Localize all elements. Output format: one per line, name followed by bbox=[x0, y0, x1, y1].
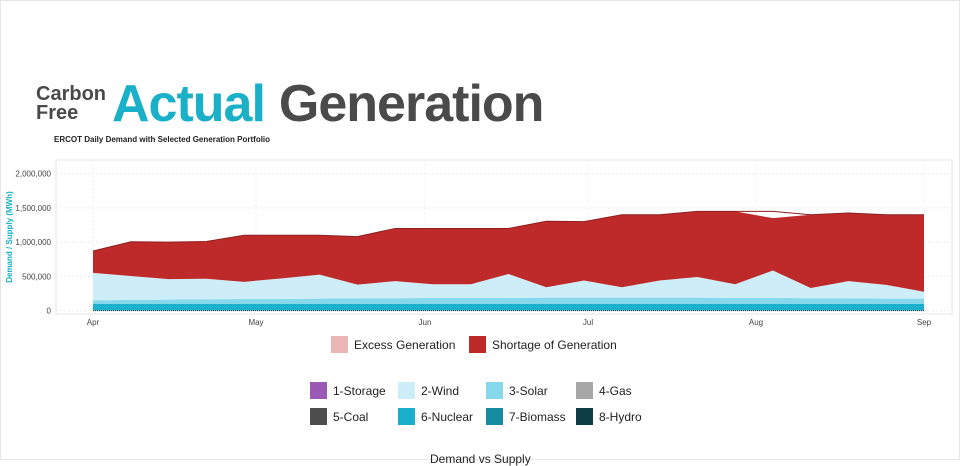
legend-item-hydro: 8-Hydro bbox=[576, 408, 642, 425]
legend-swatch-storage bbox=[310, 382, 327, 399]
legend-swatch-wind bbox=[398, 382, 415, 399]
series-area-2-wind bbox=[93, 270, 924, 301]
legend-swatch-excess bbox=[331, 336, 348, 353]
legend-swatch-coal bbox=[310, 408, 327, 425]
legend-label-storage: 1-Storage bbox=[333, 383, 386, 398]
legend-swatch-solar bbox=[486, 382, 503, 399]
legend-swatch-gas bbox=[576, 382, 593, 399]
legend-label-coal: 5-Coal bbox=[333, 409, 369, 424]
x-tick-label: May bbox=[248, 318, 263, 327]
legend-item-excess: Excess Generation bbox=[331, 336, 455, 353]
legend-label-shortage: Shortage of Generation bbox=[492, 337, 617, 352]
brand-carbon-free: Carbon Free bbox=[36, 83, 106, 124]
legend-item-storage: 1-Storage bbox=[310, 382, 386, 399]
y-tick-label: 0 bbox=[47, 307, 52, 316]
legend-swatch-nuclear bbox=[398, 408, 415, 425]
y-tick-label: 2,000,000 bbox=[15, 170, 51, 179]
brand-generation: Generation bbox=[278, 75, 544, 133]
legend-label-nuclear: 6-Nuclear bbox=[421, 409, 474, 424]
x-tick-label: Aug bbox=[749, 318, 763, 327]
y-tick-label: 1,500,000 bbox=[15, 204, 51, 213]
brand-free: Free bbox=[36, 102, 79, 124]
brand-logo: Carbon Free Actual Generation bbox=[36, 74, 544, 134]
legend-item-wind: 2-Wind bbox=[398, 382, 459, 399]
legend-swatch-hydro bbox=[576, 408, 593, 425]
legend-item-shortage: Shortage of Generation bbox=[469, 336, 617, 353]
x-tick-label: Sep bbox=[917, 318, 932, 327]
demand-line bbox=[92, 210, 924, 252]
series-area-3-solar bbox=[93, 297, 924, 304]
series-area-shortage-of-generation bbox=[93, 211, 924, 292]
legend-item-solar: 3-Solar bbox=[486, 382, 548, 399]
legend-item-gas: 4-Gas bbox=[576, 382, 632, 399]
legend-item-biomass: 7-Biomass bbox=[486, 408, 566, 425]
legend-item-coal: 5-Coal bbox=[310, 408, 368, 425]
y-axis-label: Demand / Supply (MWh) bbox=[5, 191, 14, 283]
y-tick-label: 1,000,000 bbox=[15, 238, 51, 247]
legend-label-wind: 2-Wind bbox=[421, 383, 460, 398]
chart-title: ERCOT Daily Demand with Selected Generat… bbox=[54, 135, 271, 144]
legend-swatch-biomass bbox=[486, 408, 503, 425]
x-tick-label: Jul bbox=[583, 318, 593, 327]
legend-label-gas: 4-Gas bbox=[599, 383, 632, 398]
legend-label-hydro: 8-Hydro bbox=[599, 409, 642, 424]
x-tick-label: Apr bbox=[87, 318, 100, 327]
legend-swatch-shortage bbox=[469, 336, 486, 353]
legend-label-excess: Excess Generation bbox=[354, 337, 456, 352]
footer-text: Demand vs Supply bbox=[430, 452, 531, 466]
area-chart: 0 500,000 1,000,000 1,500,000 2,000,000 Apr Ma… bbox=[5, 159, 953, 327]
brand-carbon: Carbon bbox=[36, 83, 106, 105]
x-tick-label: Jun bbox=[419, 318, 432, 327]
brand-actual: Actual bbox=[112, 75, 266, 133]
legend-item-nuclear: 6-Nuclear bbox=[398, 408, 473, 425]
y-tick-label: 500,000 bbox=[22, 272, 51, 281]
series-area-6-nuclear bbox=[93, 303, 924, 311]
legend-label-solar: 3-Solar bbox=[509, 383, 548, 398]
legend-label-biomass: 7-Biomass bbox=[509, 409, 566, 424]
